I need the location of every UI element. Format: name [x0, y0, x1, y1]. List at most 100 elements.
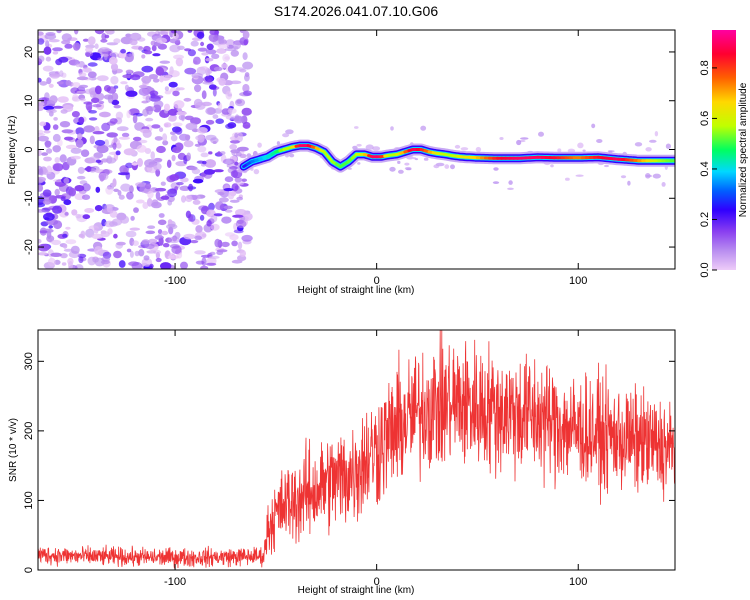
noise-speckle [101, 33, 107, 41]
noise-speckle [95, 186, 101, 193]
noise-speckle [141, 54, 146, 59]
noise-speckle [38, 209, 46, 213]
noise-speckle [147, 190, 154, 199]
noise-speckle [125, 69, 133, 75]
noise-speckle [68, 261, 73, 269]
noise-speckle [200, 41, 205, 47]
noise-speckle [46, 148, 53, 154]
noise-speckle [155, 66, 165, 76]
noise-speckle [404, 162, 410, 166]
noise-speckle [56, 30, 62, 34]
noise-speckle [147, 225, 156, 229]
noise-speckle [164, 90, 172, 95]
noise-speckle [243, 90, 252, 96]
noise-speckle [157, 233, 163, 239]
noise-speckle [52, 51, 59, 55]
noise-speckle [164, 103, 170, 112]
noise-speckle [132, 136, 142, 142]
noise-speckle [48, 39, 60, 43]
noise-speckle [177, 87, 185, 91]
noise-speckle [475, 146, 482, 153]
noise-speckle [216, 48, 227, 54]
noise-speckle [99, 47, 110, 52]
noise-speckle [71, 209, 78, 216]
noise-speckle [38, 102, 45, 106]
noise-speckle [145, 183, 152, 190]
noise-speckle [227, 108, 237, 114]
noise-speckle [46, 230, 52, 239]
noise-speckle [413, 157, 417, 160]
noise-speckle [216, 250, 224, 255]
noise-speckle [218, 197, 229, 203]
noise-speckle [591, 123, 596, 129]
noise-speckle [59, 154, 67, 163]
x-tick-label: -100 [164, 275, 186, 287]
noise-speckle [113, 136, 118, 143]
noise-speckle [184, 194, 193, 203]
snr-panel: -100 0 100 0 100 200 300 Height of straight li… [8, 329, 676, 596]
noise-speckle [232, 214, 244, 218]
noise-speckle [104, 139, 109, 147]
noise-speckle [49, 95, 58, 104]
noise-speckle [117, 190, 122, 196]
x-tick-label: 100 [569, 576, 587, 588]
noise-speckle [116, 142, 122, 149]
noise-speckle [82, 214, 91, 220]
noise-speckle [129, 51, 135, 59]
noise-speckle [52, 47, 63, 52]
noise-speckle [230, 139, 240, 144]
noise-speckle [661, 182, 666, 187]
noise-speckle [224, 47, 237, 52]
noise-speckle [141, 75, 152, 84]
noise-speckle [87, 62, 98, 67]
noise-speckle [170, 134, 178, 142]
noise-speckle [212, 114, 219, 119]
noise-speckle [194, 84, 202, 93]
snr-frame [37, 329, 676, 571]
noise-speckle [38, 243, 50, 252]
noise-speckle [199, 214, 205, 221]
noise-speckle [423, 157, 429, 161]
noise-speckle [201, 90, 207, 100]
chart-title: S174.2026.041.07.10.G06 [274, 3, 438, 19]
noise-speckle [94, 30, 105, 35]
noise-speckle [152, 78, 160, 83]
noise-speckle [214, 189, 227, 194]
noise-speckle [175, 57, 184, 67]
noise-speckle [213, 66, 223, 72]
noise-speckle [499, 137, 504, 140]
noise-speckle [91, 233, 104, 240]
noise-speckle [85, 47, 94, 53]
noise-speckle [654, 131, 659, 137]
noise-speckle [507, 187, 514, 190]
noise-speckle [56, 81, 64, 85]
noise-speckle [65, 226, 71, 230]
noise-speckle [85, 101, 93, 111]
noise-speckle [229, 80, 242, 85]
noise-speckle [144, 243, 155, 250]
noise-speckle [229, 191, 237, 197]
noise-speckle [77, 133, 83, 140]
noise-speckle [63, 177, 70, 184]
noise-speckle [154, 136, 163, 141]
noise-speckle [168, 81, 178, 88]
noise-speckle [195, 225, 203, 233]
noise-speckle [184, 67, 197, 75]
noise-speckle [365, 144, 374, 150]
noise-speckle [91, 97, 100, 104]
noise-speckle [665, 143, 672, 149]
noise-speckle [236, 196, 243, 201]
noise-speckle [46, 109, 57, 114]
noise-speckle [70, 155, 81, 160]
noise-speckle [84, 208, 95, 213]
noise-speckle [201, 233, 207, 238]
noise-speckle [74, 185, 85, 192]
noise-speckle [113, 188, 119, 192]
noise-speckle [123, 148, 136, 156]
noise-speckle [163, 122, 172, 128]
noise-speckle [221, 63, 228, 69]
noise-speckle [120, 183, 132, 192]
noise-speckle [118, 194, 125, 200]
noise-speckle [75, 63, 81, 68]
noise-speckle [153, 100, 164, 109]
